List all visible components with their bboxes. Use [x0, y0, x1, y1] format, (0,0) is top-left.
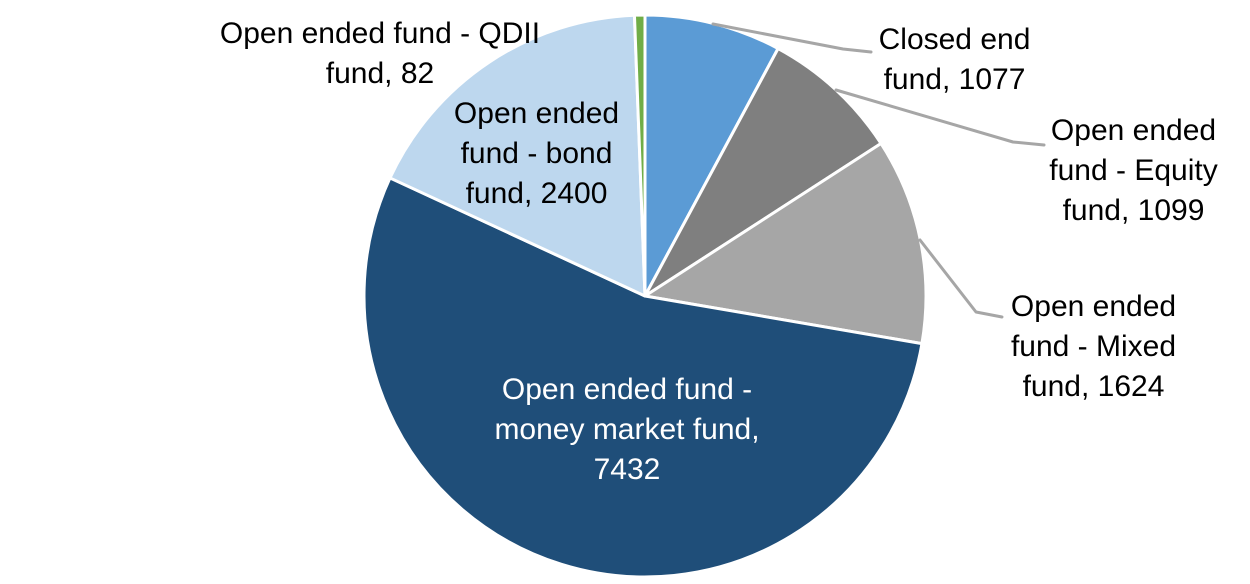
data-label-mixed-fund: Open ended fund - Mixed fund, 1624	[1010, 290, 1177, 403]
pie-slice-open-ended-money-market-fund	[362, 176, 924, 579]
pie-slice-open-ended-qdii-fund	[632, 13, 647, 298]
data-label-qdii-fund: Open ended fund - QDII fund, 82	[219, 17, 541, 90]
data-label-bond-fund: Open ended fund - bond fund, 2400	[453, 97, 620, 210]
data-label-equity-fund: Open ended fund - Equity fund, 1099	[1049, 114, 1218, 227]
leader-line-open-ended-equity-fund	[834, 88, 1046, 147]
data-label-closed-end-fund: Closed end fund, 1077	[878, 23, 1031, 96]
pie-slice-open-ended-bond-fund	[388, 13, 647, 298]
leader-line-closed-end-fund	[711, 22, 873, 54]
leader-line-open-ended-mixed-fund	[918, 238, 1004, 319]
data-label-money-market-fund: Open ended fund - money market fund, 743…	[494, 373, 760, 486]
